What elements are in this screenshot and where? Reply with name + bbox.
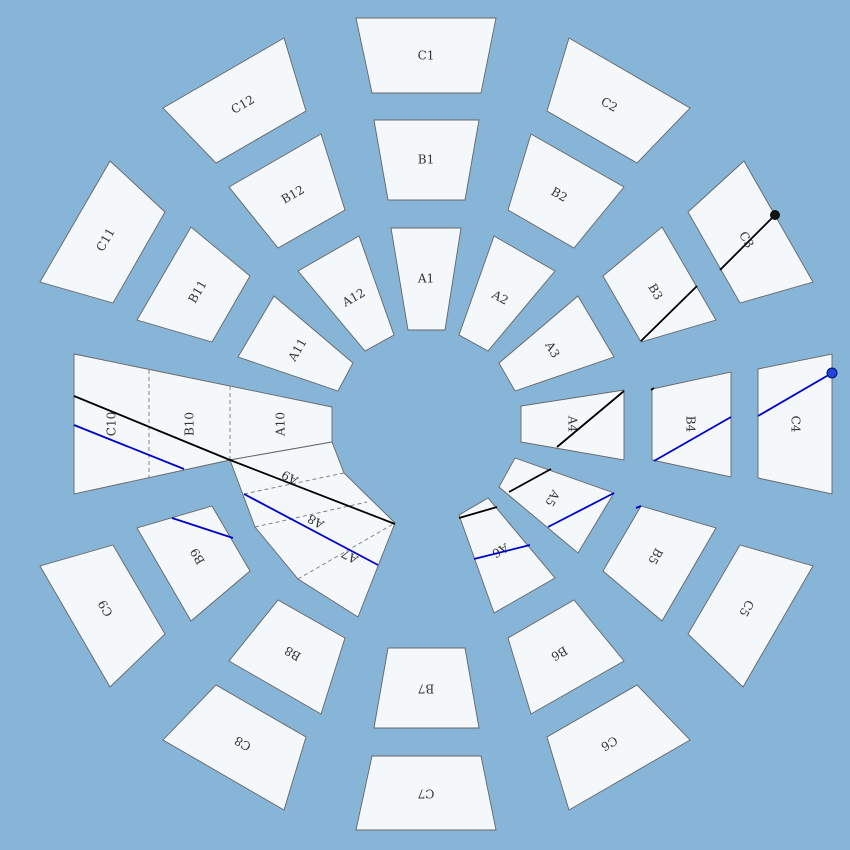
tile-c7[interactable]: C7 — [355, 755, 497, 831]
tile-b8[interactable]: B8 — [228, 599, 346, 715]
tile-label: A10 — [274, 412, 288, 437]
tile-b5[interactable]: B5 — [602, 505, 717, 622]
tile-b11[interactable]: B11 — [136, 226, 251, 343]
tile-c4[interactable]: C4 — [757, 353, 833, 495]
tile-a6[interactable]: A6 — [458, 497, 556, 614]
tile-c9[interactable]: C9 — [39, 544, 166, 688]
tile-c1[interactable]: C1 — [355, 17, 497, 94]
tile-a4[interactable]: A4 — [520, 389, 625, 461]
blue-line-endpoint[interactable] — [826, 367, 838, 379]
black-line-endpoint[interactable] — [770, 210, 780, 220]
tile-b1[interactable]: B1 — [373, 119, 480, 201]
tile-a2[interactable]: A2 — [458, 235, 556, 352]
tile-label: B1 — [418, 153, 434, 167]
tile-c2[interactable]: C2 — [546, 37, 691, 164]
tile-c11[interactable]: C11 — [39, 160, 166, 304]
tile-a3[interactable]: A3 — [498, 295, 615, 392]
tile-label: A1 — [417, 272, 434, 286]
tile-c3[interactable]: C3 — [687, 160, 814, 304]
tile-label: C7 — [418, 787, 435, 801]
tile-b12[interactable]: B12 — [228, 133, 346, 249]
tile-label: A4 — [566, 415, 580, 433]
tile-a12[interactable]: A12 — [297, 235, 395, 352]
tile-label: C10 — [105, 412, 119, 436]
tile-c8[interactable]: C8 — [162, 684, 307, 811]
blue-line — [73, 372, 833, 566]
tile-a1[interactable]: A1 — [390, 227, 462, 331]
tile-b6[interactable]: B6 — [507, 599, 625, 715]
tile-b9[interactable]: B9 — [136, 505, 251, 622]
tile-label: C1 — [418, 49, 435, 63]
tile-b3[interactable]: B3 — [602, 226, 717, 343]
tile-c6[interactable]: C6 — [546, 684, 691, 811]
tile-label: B7 — [418, 682, 434, 696]
tile-b7[interactable]: B7 — [373, 647, 480, 729]
tile-label: B4 — [684, 416, 698, 433]
tile-label: B10 — [183, 412, 197, 436]
tile-b2[interactable]: B2 — [507, 133, 625, 249]
black-line — [73, 214, 776, 525]
tile-c12[interactable]: C12 — [162, 37, 307, 164]
tile-label: C4 — [789, 416, 803, 433]
tile-a11[interactable]: A11 — [237, 295, 354, 392]
tile-c5[interactable]: C5 — [687, 544, 814, 688]
